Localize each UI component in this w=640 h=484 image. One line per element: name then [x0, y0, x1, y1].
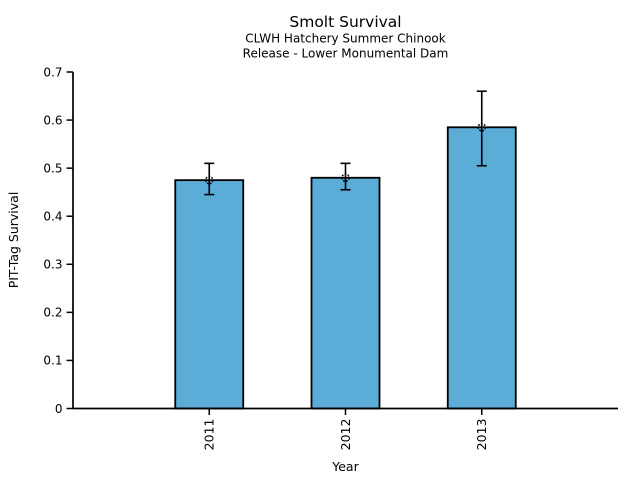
bar-2012: [310, 176, 381, 410]
y-tick-label: 0.1: [43, 354, 62, 368]
chart-subtitle-line-1: CLWH Hatchery Summer Chinook: [245, 32, 446, 46]
x-tick-label: 2011: [202, 419, 217, 451]
y-axis-label: PIT-Tag Survival: [6, 192, 21, 289]
bar-2011: [174, 179, 245, 410]
x-tick-label: 2012: [338, 419, 353, 451]
y-tick-label: 0.5: [43, 161, 62, 175]
y-tick-label: 0.6: [43, 113, 62, 127]
y-tick-label: 0.4: [43, 210, 62, 224]
chart-subtitle-line-2: Release - Lower Monumental Dam: [243, 47, 449, 61]
x-axis-label: Year: [331, 459, 359, 474]
chart-title: Smolt Survival: [289, 13, 401, 31]
y-tick-label: 0: [55, 402, 63, 416]
marker-icon-2013: [477, 122, 487, 132]
marker-icon-2012: [341, 173, 350, 183]
bar-2013: [446, 126, 517, 410]
marker-icon-2011: [204, 175, 214, 185]
y-tick-label: 0.2: [43, 306, 62, 320]
plot-area: 0 0.1 0.2 0.3 0.4 0.5 0.6 0.7 2011 2012 2013: [43, 65, 618, 450]
y-tick-label: 0.3: [43, 258, 62, 272]
x-tick-label: 2013: [474, 419, 489, 451]
y-tick-label: 0.7: [43, 65, 62, 79]
